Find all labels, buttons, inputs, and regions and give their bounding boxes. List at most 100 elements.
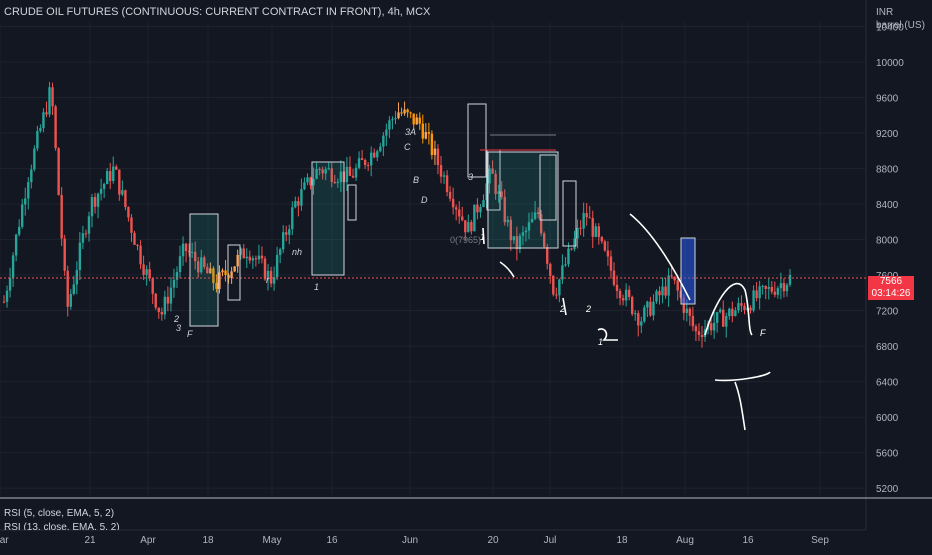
candle-body: [567, 248, 570, 265]
candle-body: [121, 190, 124, 195]
candle-body: [785, 284, 789, 292]
candle-body: [60, 194, 63, 239]
candle-body: [318, 169, 321, 171]
annotation-box-blue: [680, 237, 696, 305]
candle-body: [439, 165, 443, 177]
candle-body: [242, 248, 245, 259]
candle-body: [275, 254, 279, 278]
candle-body: [75, 270, 79, 285]
candle-body: [166, 296, 170, 304]
candle-body: [303, 182, 306, 190]
candle-body: [297, 201, 300, 206]
candle-body: [330, 168, 333, 183]
candle-body: [388, 120, 391, 130]
rsi-indicator-1[interactable]: RSI (5, close, EMA, 5, 2): [4, 508, 115, 519]
y-tick-label: 8400: [876, 200, 899, 211]
candle-body: [555, 294, 558, 296]
x-tick-label: 18: [616, 535, 628, 546]
candle-body: [154, 293, 157, 308]
candle-body: [209, 268, 212, 274]
hand-drawn-stroke: [734, 381, 746, 431]
candle-body: [530, 218, 534, 223]
candle-body: [263, 258, 267, 280]
candle-body: [278, 249, 282, 255]
annotation-box: [467, 103, 487, 178]
candle-body: [315, 169, 318, 179]
candle-body: [78, 242, 82, 271]
candle-body: [142, 264, 145, 275]
candle-body: [348, 166, 352, 176]
candle-body: [782, 283, 786, 292]
wave-label: B: [413, 175, 419, 185]
candle-body: [509, 219, 513, 241]
candle-body: [236, 254, 239, 267]
x-tick-label: May: [263, 535, 282, 546]
candle-body: [479, 206, 482, 213]
candle-body: [640, 321, 643, 326]
candle-body: [488, 168, 491, 184]
candle-body: [637, 313, 640, 326]
candle-body: [30, 169, 33, 183]
candle-body: [506, 219, 509, 223]
candle-body: [491, 168, 494, 174]
candle-body: [336, 182, 340, 184]
candle-body: [561, 265, 564, 280]
y-tick-label: 5200: [876, 484, 899, 495]
candle-body: [552, 275, 555, 295]
y-tick-label: 10400: [876, 22, 904, 33]
candle-body: [2, 301, 6, 303]
y-tick-label: 9200: [876, 129, 899, 140]
candle-body: [260, 255, 264, 259]
candle-body: [193, 251, 197, 262]
candle-body: [266, 270, 270, 280]
y-tick-label: 5600: [876, 449, 899, 460]
candle-body: [549, 263, 552, 276]
wave-label: 1: [480, 232, 485, 242]
candle-body: [227, 275, 230, 279]
candle-body: [197, 261, 200, 273]
candle-body: [664, 286, 667, 296]
candle-body: [160, 311, 164, 315]
candle-body: [539, 214, 543, 234]
candle-body: [594, 226, 597, 237]
wave-label: 1: [314, 282, 319, 292]
x-tick-label: 16: [326, 535, 338, 546]
candle-body: [5, 290, 9, 302]
candle-body: [737, 303, 740, 311]
candle-body: [42, 112, 45, 129]
candle-body: [467, 222, 470, 233]
candle-body: [752, 290, 755, 311]
candle-body: [357, 158, 361, 168]
candle-body: [643, 307, 646, 322]
wave-label: 2: [559, 304, 565, 314]
candle-body: [105, 171, 109, 184]
candle-body: [48, 87, 51, 115]
candle-body: [391, 119, 394, 121]
candle-body: [494, 173, 497, 194]
candle-body: [151, 278, 154, 294]
candle-body: [57, 148, 60, 195]
wave-label: 2: [585, 304, 591, 314]
y-tick-label: 8800: [876, 164, 899, 175]
candle-body: [715, 312, 719, 323]
candle-body: [570, 248, 573, 250]
candle-body: [588, 217, 591, 219]
candle-body: [734, 310, 737, 317]
candle-body: [233, 266, 236, 272]
x-tick-label: Aug: [676, 535, 694, 546]
candle-body: [476, 204, 479, 213]
last-price-value: 7566: [879, 276, 903, 287]
candle-body: [606, 250, 610, 257]
rsi-indicator-2[interactable]: RSI (13, close, EMA, 5, 2): [4, 522, 120, 530]
candle-body: [470, 222, 473, 232]
last-price-tag: 7566 03:14:26: [868, 276, 914, 300]
candle-body: [448, 191, 452, 199]
candle-body: [339, 171, 343, 183]
candle-body: [685, 308, 689, 313]
candle-body: [521, 232, 525, 236]
x-tick-label: 21: [84, 535, 96, 546]
candle-body: [84, 233, 88, 235]
unit-label: barrel (US): [876, 20, 925, 31]
